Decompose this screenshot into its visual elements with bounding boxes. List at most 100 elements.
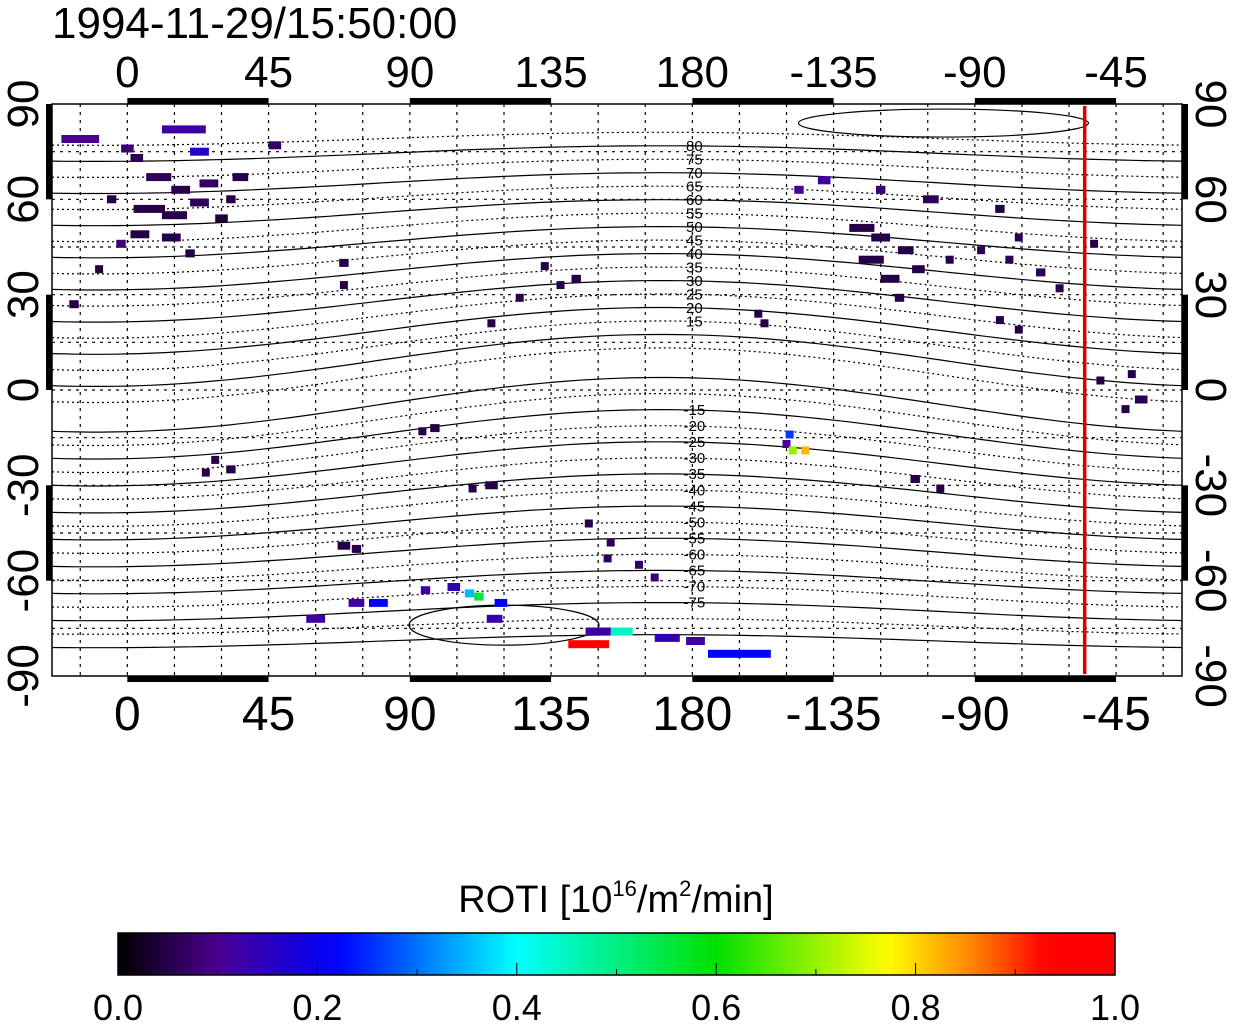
- right-lat-tick-label: -90: [1186, 644, 1235, 708]
- left-lat-tick-label: 60: [0, 175, 48, 224]
- roti-data-points: [61, 125, 1148, 658]
- magnetic-latitude-contour: [52, 521, 1182, 554]
- magnetic-latitude-label: -60: [683, 547, 705, 564]
- roti-data-point: [106, 195, 117, 204]
- left-lat-tick-label: -60: [0, 549, 48, 613]
- right-axis-bar: [1182, 485, 1188, 581]
- roti-data-point: [1036, 268, 1046, 277]
- roti-data-point: [161, 211, 187, 220]
- colorbar-tick-label: 0.6: [691, 987, 741, 1024]
- magnetic-latitude-label: 30: [686, 273, 703, 290]
- roti-data-point: [760, 319, 769, 328]
- roti-data-point: [485, 481, 498, 490]
- left-axis-bar: [46, 485, 52, 581]
- magnetic-latitude-label: 35: [686, 259, 703, 276]
- magnetic-latitude-contour: [52, 145, 1182, 162]
- colorbar-tick-label: 1.0: [1090, 987, 1140, 1024]
- roti-data-point: [754, 309, 763, 318]
- magnetic-latitude-contour: [52, 226, 1182, 259]
- roti-data-point: [464, 589, 475, 598]
- magnetic-latitude-label: -15: [683, 402, 705, 419]
- roti-data-point: [936, 484, 945, 493]
- bottom-lon-tick-label: -90: [940, 688, 1009, 741]
- magnetic-latitude-label: -75: [683, 595, 705, 612]
- roti-data-point: [161, 233, 181, 242]
- magnetic-latitude-contour: [52, 441, 1182, 487]
- map-axes: 0045459090135135180180-135-135-90-90-45-…: [0, 48, 1235, 741]
- magnetic-latitude-label: -70: [683, 579, 705, 596]
- roti-data-point: [603, 554, 612, 563]
- roti-data-point: [849, 223, 875, 232]
- roti-data-point: [339, 281, 348, 290]
- roti-data-point: [912, 265, 925, 274]
- right-lat-tick-label: -60: [1186, 549, 1235, 613]
- magnetic-latitude-contour: [52, 158, 1182, 178]
- roti-data-point: [785, 430, 794, 439]
- magnetic-latitude-label: 70: [686, 165, 703, 182]
- left-lat-tick-label: -30: [0, 454, 48, 518]
- top-lon-tick-label: 90: [385, 48, 434, 97]
- roti-data-point: [185, 249, 195, 258]
- roti-data-point: [474, 592, 484, 601]
- magnetic-latitude-contour: [52, 553, 1182, 581]
- magnetic-latitude-contour: [52, 185, 1182, 211]
- top-lon-tick-label: -135: [790, 48, 878, 97]
- colorbar-title: ROTI [1016/m2/min]: [458, 876, 773, 921]
- roti-data-point: [782, 440, 791, 448]
- magnetic-latitude-label: 40: [686, 246, 703, 263]
- magnetic-latitude-contour: [52, 602, 1182, 622]
- top-lon-tick-label: 180: [656, 48, 729, 97]
- roti-data-point: [1014, 233, 1023, 242]
- left-lat-tick-label: 30: [0, 270, 48, 319]
- roti-data-point: [121, 144, 134, 153]
- magnetic-latitude-label: -55: [683, 531, 705, 548]
- roti-data-point: [880, 274, 900, 283]
- roti-data-point: [995, 204, 1005, 213]
- right-lat-tick-label: 90: [1186, 80, 1235, 129]
- roti-data-point: [858, 255, 884, 264]
- magnetic-latitude-label: -40: [683, 482, 705, 499]
- roti-data-point: [585, 627, 611, 636]
- left-axis-bar: [46, 104, 52, 200]
- magnetic-latitude-label: 20: [686, 300, 703, 317]
- magnetic-latitude-contour: [52, 393, 1182, 447]
- magnetic-latitude-contour: [52, 376, 1182, 433]
- roti-data-point: [923, 195, 939, 204]
- bottom-lon-tick-label: -45: [1081, 688, 1150, 741]
- magnetic-latitude-label: -30: [683, 450, 705, 467]
- magnetic-latitude-label: 65: [686, 178, 703, 195]
- magnetic-latitude-contour: [52, 457, 1182, 500]
- roti-data-point: [130, 154, 144, 162]
- roti-data-point: [794, 185, 804, 194]
- roti-data-point: [351, 544, 362, 553]
- magnetic-latitude-label: -65: [683, 563, 705, 580]
- roti-data-point: [211, 455, 220, 464]
- roti-data-point: [69, 300, 79, 309]
- magnetic-latitude-label: -45: [683, 498, 705, 515]
- roti-data-point: [215, 214, 228, 223]
- right-axis-bar: [1182, 104, 1188, 200]
- roti-data-point: [146, 173, 172, 182]
- roti-data-point: [1005, 255, 1014, 264]
- top-axis-bar: [974, 98, 1117, 104]
- magnetic-latitude-label: 50: [686, 219, 703, 236]
- magnetic-latitude-contour: [52, 266, 1182, 307]
- roti-data-point: [945, 255, 954, 264]
- magnetic-latitude-contour: [52, 333, 1182, 387]
- roti-data-point: [995, 316, 1004, 325]
- magnetic-latitude-contour: [52, 239, 1182, 275]
- magnetic-latitude-contour: [52, 199, 1182, 227]
- roti-data-point: [607, 627, 633, 636]
- colorbar-tick-label: 0.8: [891, 987, 941, 1024]
- bottom-lon-tick-label: 135: [511, 688, 591, 741]
- roti-data-point: [897, 246, 914, 255]
- roti-data-point: [817, 176, 831, 185]
- roti-data-point: [430, 424, 440, 433]
- north-magnetic-pole-contour: [797, 108, 1090, 138]
- roti-data-point: [635, 560, 643, 569]
- roti-data-point: [876, 185, 886, 194]
- roti-data-point: [418, 427, 427, 436]
- left-axis-bar: [46, 294, 52, 390]
- roti-data-point: [556, 281, 565, 290]
- roti-data-point: [486, 614, 503, 623]
